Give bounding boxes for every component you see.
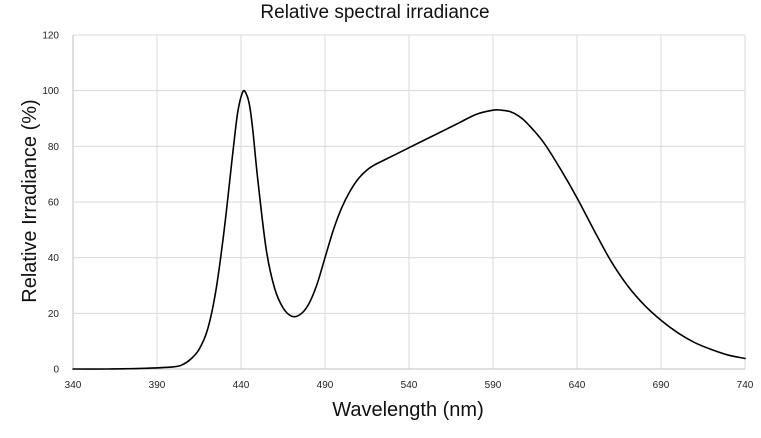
tick-labels: 0 20 40 60 80 100 120 340 390 440 490 540 590 640 690 7…	[42, 31, 753, 392]
x-tick-label: 640	[569, 380, 586, 391]
x-tick-label: 390	[149, 380, 166, 391]
grid-lines	[73, 34, 746, 369]
y-tick-label: 120	[42, 31, 59, 42]
x-tick-label: 540	[401, 380, 418, 391]
y-tick-label: 0	[53, 365, 59, 376]
series-lines	[72, 89, 746, 370]
x-tick-label: 440	[233, 380, 250, 391]
x-tick-label: 590	[485, 380, 502, 391]
y-tick-label: 40	[48, 253, 60, 264]
axes	[72, 35, 745, 370]
y-tick-label: 20	[48, 309, 60, 320]
y-axis-title: Relative Irradiance (%)	[19, 99, 41, 302]
y-tick-label: 80	[48, 142, 60, 153]
y-tick-label: 100	[42, 86, 59, 97]
x-tick-label: 740	[737, 380, 754, 391]
x-axis-title: Wavelength (nm)	[332, 399, 484, 421]
chart-title: Relative spectral irradiance	[260, 2, 489, 23]
x-tick-label: 340	[65, 380, 82, 391]
x-tick-label: 490	[317, 380, 334, 391]
y-tick-label: 60	[48, 198, 60, 209]
x-tick-label: 690	[653, 380, 670, 391]
series-line-0	[72, 89, 746, 370]
